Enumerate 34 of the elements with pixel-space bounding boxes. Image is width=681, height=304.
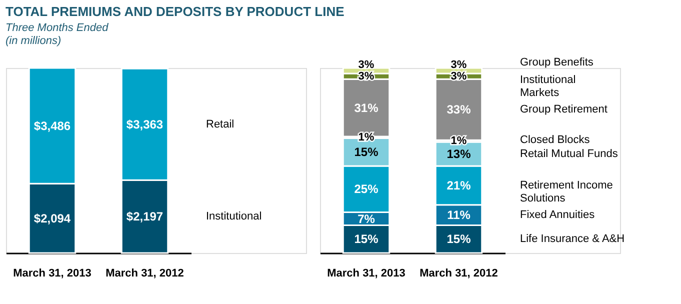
text: Retirement Income Solutions [520, 179, 613, 204]
data-label: 15% [354, 145, 379, 160]
text: Institutional [206, 210, 262, 223]
text: Institutional Markets [520, 74, 576, 99]
data-label: 7% [358, 212, 376, 226]
chart-title: TOTAL PREMIUMS AND DEPOSITS BY PRODUCT LINE [6, 4, 345, 19]
data-label: 1% [358, 131, 374, 144]
chart-subtitle: Three Months Ended [6, 22, 110, 34]
x-tick-label: March 31, 2012 [106, 268, 184, 280]
data-label: 15% [354, 232, 379, 246]
x-tick-label: March 31, 2013 [13, 268, 92, 280]
data-label: 3% [358, 59, 374, 72]
text: Closed Blocks [520, 134, 590, 146]
text: (in millions) [6, 34, 62, 47]
data-label: 13% [446, 147, 472, 162]
x-tick-label: March 31, 2013 [327, 268, 406, 280]
data-label: $3,486 [34, 118, 71, 133]
text: Life Insurance & A&H [520, 233, 625, 246]
text: Group Benefits [520, 56, 594, 68]
data-label: 11% [447, 208, 471, 222]
data-label: $3,363 [126, 117, 164, 132]
data-label: 15% [446, 232, 472, 246]
data-label: 25% [354, 182, 379, 196]
text: Retail [206, 118, 234, 130]
text: Retail Mutual Funds [520, 148, 618, 160]
data-label: 31% [354, 100, 379, 115]
text: Fixed Annuities [520, 209, 596, 222]
data-label: 3% [450, 59, 467, 72]
x-tick-label: March 31, 2012 [420, 268, 498, 280]
data-label: 21% [446, 178, 472, 192]
data-label: 33% [446, 102, 472, 117]
data-label: $2,094 [34, 211, 71, 226]
data-label: $2,197 [126, 210, 164, 224]
text: Group Retirement [520, 104, 608, 116]
